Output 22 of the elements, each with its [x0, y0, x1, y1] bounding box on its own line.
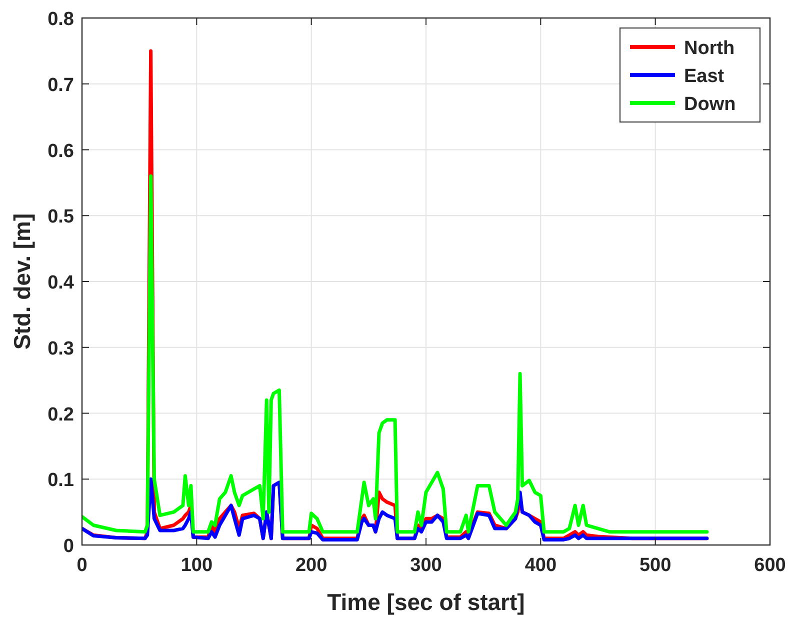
- x-tick-label: 400: [524, 555, 557, 576]
- y-tick-label: 0.1: [48, 470, 74, 492]
- legend-label: Down: [684, 94, 736, 115]
- y-tick-label: 0.7: [48, 74, 74, 96]
- y-tick-label: 0: [63, 536, 74, 557]
- y-tick-label: 0.5: [48, 206, 74, 228]
- x-tick-label: 300: [410, 555, 442, 576]
- x-tick-label: 100: [180, 555, 213, 576]
- legend-label: North: [684, 38, 735, 59]
- y-tick-label: 0.4: [48, 272, 74, 294]
- x-axis-title: Time [sec of start]: [327, 589, 525, 615]
- y-tick-label: 0.6: [48, 140, 74, 162]
- line-series: [82, 174, 709, 534]
- x-tick-label: 200: [295, 555, 328, 576]
- y-tick-label: 0.2: [48, 404, 74, 426]
- y-axis-title: Std. dev. [m]: [9, 213, 35, 350]
- legend-label: East: [684, 66, 725, 87]
- x-tick-label: 500: [639, 555, 672, 576]
- x-tick-label: 0: [76, 555, 88, 576]
- y-tick-label: 0.3: [48, 338, 74, 360]
- y-tick-label: 0.8: [48, 9, 74, 30]
- x-tick-label: 600: [754, 555, 786, 576]
